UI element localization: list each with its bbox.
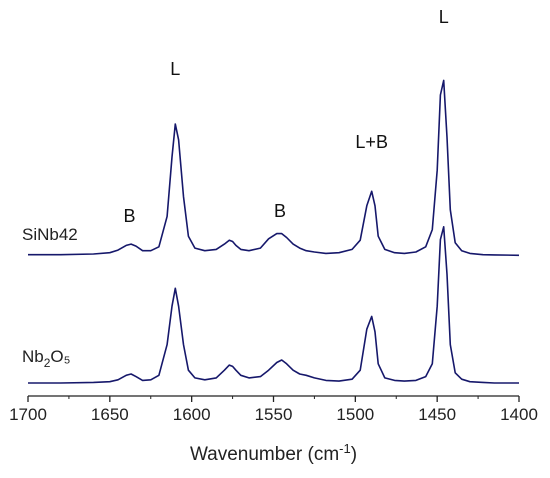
x-tick-label-1: 1650 <box>91 405 129 424</box>
series-label-1: Nb2O₅ <box>22 347 71 370</box>
x-tick-label-4: 1500 <box>336 405 374 424</box>
x-tick-label-3: 1550 <box>255 405 293 424</box>
peak-annotation-3: L+B <box>355 132 388 152</box>
plot-area: SiNb42 Nb2O₅ L B B L+B L 1700 1650 1600 1550 1500 14… <box>9 7 538 465</box>
peak-annotation-2: B <box>274 201 286 221</box>
x-tick-label-5: 1450 <box>418 405 456 424</box>
peak-annotation-1: B <box>123 206 135 226</box>
peak-annotation-0: L <box>170 59 180 79</box>
series-line-1 <box>28 226 519 384</box>
x-tick-label-6: 1400 <box>500 405 538 424</box>
series-label-0: SiNb42 <box>22 225 78 244</box>
x-tick-label-2: 1600 <box>173 405 211 424</box>
x-tick-label-0: 1700 <box>9 405 47 424</box>
peak-annotation-4: L <box>439 7 449 27</box>
x-axis-title: Wavenumber (cm-1) <box>190 441 357 465</box>
series-line-0 <box>28 79 520 257</box>
